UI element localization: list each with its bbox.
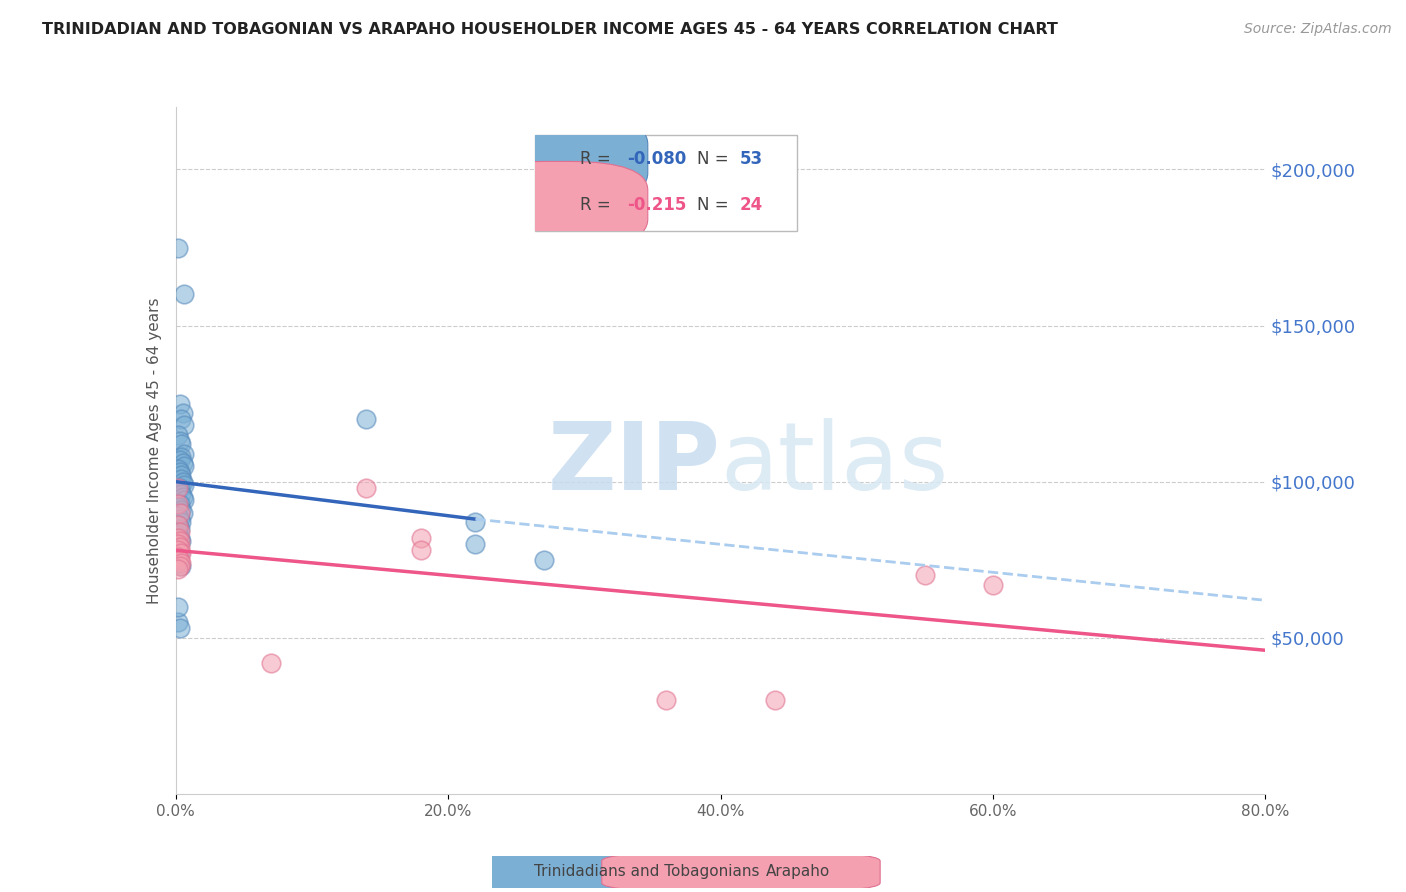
Point xyxy=(260,656,283,670)
Point xyxy=(356,481,378,495)
Point xyxy=(533,552,555,567)
Point xyxy=(169,466,191,480)
Text: 24: 24 xyxy=(740,195,762,214)
Text: Arapaho: Arapaho xyxy=(766,864,831,880)
FancyBboxPatch shape xyxy=(467,115,648,202)
Point xyxy=(167,549,190,564)
Text: -0.080: -0.080 xyxy=(627,150,686,168)
Point xyxy=(167,518,190,533)
Point xyxy=(167,427,190,442)
Text: N =: N = xyxy=(697,150,734,168)
Point xyxy=(169,552,191,567)
Point xyxy=(173,478,195,492)
Point xyxy=(172,456,194,470)
Point xyxy=(169,533,191,548)
Point xyxy=(170,468,193,483)
Point xyxy=(172,406,194,420)
Point xyxy=(167,537,190,551)
Point xyxy=(655,693,678,707)
Point xyxy=(169,558,191,574)
Point xyxy=(170,558,193,574)
Point xyxy=(167,496,190,510)
Point xyxy=(170,556,193,570)
Text: Source: ZipAtlas.com: Source: ZipAtlas.com xyxy=(1244,22,1392,37)
Point xyxy=(172,490,194,504)
Point xyxy=(409,543,432,558)
Point xyxy=(170,471,193,485)
Text: N =: N = xyxy=(697,195,734,214)
Point xyxy=(173,446,195,460)
Point xyxy=(169,452,191,467)
Point xyxy=(169,434,191,449)
Point xyxy=(167,481,190,495)
Point xyxy=(167,615,190,630)
Point xyxy=(170,412,193,426)
Point xyxy=(169,531,191,545)
Point xyxy=(169,541,191,555)
Point xyxy=(167,541,190,555)
Point xyxy=(170,437,193,451)
Point xyxy=(356,412,378,426)
Point xyxy=(167,599,190,614)
Point xyxy=(167,543,190,558)
Point xyxy=(167,500,190,514)
Point xyxy=(167,527,190,541)
Point xyxy=(169,496,191,510)
Text: -0.215: -0.215 xyxy=(627,195,686,214)
Y-axis label: Householder Income Ages 45 - 64 years: Householder Income Ages 45 - 64 years xyxy=(146,297,162,604)
Point xyxy=(170,546,193,561)
Point xyxy=(167,483,190,498)
Point xyxy=(169,481,191,495)
Text: R =: R = xyxy=(579,150,616,168)
Point xyxy=(464,515,486,529)
Point xyxy=(169,512,191,526)
Point xyxy=(914,568,936,582)
FancyBboxPatch shape xyxy=(536,135,797,231)
Point xyxy=(167,562,190,576)
Text: R =: R = xyxy=(579,195,621,214)
Point xyxy=(167,556,190,570)
Text: ZIP: ZIP xyxy=(548,418,721,510)
Point xyxy=(173,458,195,473)
Point xyxy=(409,531,432,545)
Text: Trinidadians and Tobagonians: Trinidadians and Tobagonians xyxy=(534,864,759,880)
Point xyxy=(167,549,190,564)
Point xyxy=(170,533,193,548)
FancyBboxPatch shape xyxy=(467,161,648,248)
Point xyxy=(169,621,191,635)
Point xyxy=(169,521,191,535)
Point xyxy=(173,287,195,301)
Point xyxy=(167,462,190,476)
Point xyxy=(169,546,191,561)
Point xyxy=(169,506,191,520)
Point xyxy=(169,524,191,539)
Point xyxy=(172,506,194,520)
Point xyxy=(167,508,190,523)
Point xyxy=(170,487,193,501)
Point xyxy=(172,475,194,489)
Point xyxy=(169,396,191,410)
Point xyxy=(464,537,486,551)
Point xyxy=(167,543,190,558)
Point xyxy=(173,418,195,433)
Point xyxy=(167,518,190,533)
Point xyxy=(981,578,1004,592)
Point xyxy=(763,693,786,707)
FancyBboxPatch shape xyxy=(602,852,880,892)
Text: atlas: atlas xyxy=(721,418,949,510)
FancyBboxPatch shape xyxy=(374,852,652,892)
Point xyxy=(167,552,190,567)
Text: TRINIDADIAN AND TOBAGONIAN VS ARAPAHO HOUSEHOLDER INCOME AGES 45 - 64 YEARS CORR: TRINIDADIAN AND TOBAGONIAN VS ARAPAHO HO… xyxy=(42,22,1059,37)
Point xyxy=(167,537,190,551)
Point xyxy=(170,502,193,516)
Point xyxy=(167,240,190,255)
Point xyxy=(170,515,193,529)
Point xyxy=(167,531,190,545)
Text: 53: 53 xyxy=(740,150,762,168)
Point xyxy=(170,450,193,464)
Point xyxy=(167,524,190,539)
Point xyxy=(173,493,195,508)
